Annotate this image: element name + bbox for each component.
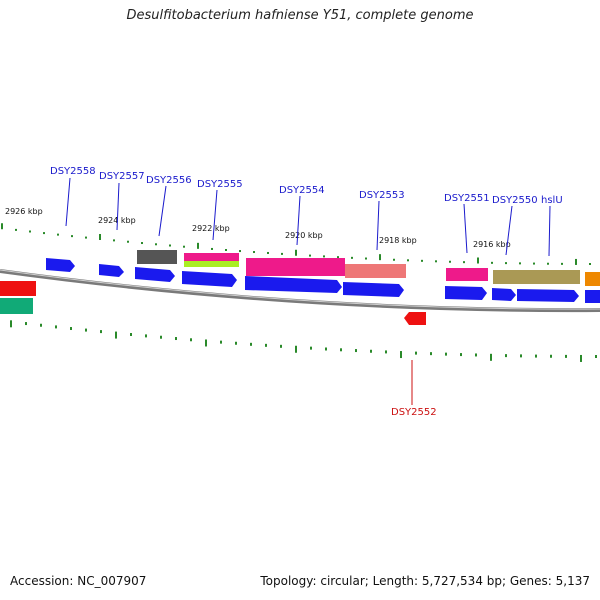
label-leader-line (548, 205, 551, 257)
gene-label-hslU[interactable]: hslU (541, 195, 563, 206)
scale-label: 2916 kbp (473, 240, 511, 249)
scale-label: 2918 kbp (379, 236, 417, 245)
feature-box (184, 261, 239, 267)
feature-box (585, 272, 600, 286)
scale-label: 2926 kbp (5, 207, 43, 216)
feature-box (137, 250, 177, 264)
feature-box (446, 268, 488, 281)
gene-label-DSY2558[interactable]: DSY2558 (50, 166, 96, 177)
label-leader-line (296, 195, 301, 246)
gene-label-DSY2555[interactable]: DSY2555 (197, 179, 243, 190)
label-leader-line (463, 203, 468, 254)
label-leader-line (116, 182, 120, 231)
gene-arrow-DSY2550[interactable] (492, 288, 516, 301)
label-leader-line (65, 177, 71, 227)
feature-box (0, 281, 36, 296)
genome-backbone (0, 269, 600, 313)
gene-label-DSY2552[interactable]: DSY2552 (391, 407, 437, 418)
gene-label-DSY2554[interactable]: DSY2554 (279, 185, 325, 196)
feature-box (345, 264, 406, 278)
genome-backbone-highlight (0, 269, 600, 310)
outer-tick-track (1, 223, 591, 265)
gene-arrow-hslU[interactable] (517, 289, 579, 302)
gene-arrow-partial (585, 290, 600, 303)
gene-label-DSY2550[interactable]: DSY2550 (492, 195, 538, 206)
gene-label-DSY2553[interactable]: DSY2553 (359, 190, 405, 201)
genome-title: Desulfitobacterium hafniense Y51, comple… (126, 8, 474, 23)
gene-arrow-DSY2554[interactable] (245, 276, 342, 293)
inner-tick-track (10, 320, 597, 362)
feature-box (246, 258, 345, 276)
gene-arrow-DSY2558[interactable] (46, 258, 75, 272)
scale-label: 2922 kbp (192, 224, 230, 233)
genome-summary-text: Topology: circular; Length: 5,727,534 bp… (260, 574, 590, 588)
label-leader-line (505, 205, 513, 256)
gene-arrow-DSY2552[interactable] (404, 312, 426, 325)
gene-arrow-DSY2553[interactable] (343, 282, 404, 297)
gene-label-DSY2556[interactable]: DSY2556 (146, 175, 192, 186)
gene-arrow-DSY2556[interactable] (135, 267, 175, 282)
gene-arrow-DSY2555[interactable] (182, 271, 237, 287)
scale-label: 2924 kbp (98, 216, 136, 225)
scale-label: 2920 kbp (285, 231, 323, 240)
label-leader-line (376, 200, 380, 251)
feature-box (184, 253, 239, 261)
feature-box (493, 270, 580, 284)
gene-arrow-DSY2551[interactable] (445, 286, 487, 300)
label-leader-line (212, 189, 218, 241)
feature-box (0, 298, 33, 314)
label-leader-line (158, 185, 167, 237)
gene-arrow-DSY2557[interactable] (99, 264, 124, 277)
accession-text: Accession: NC_007907 (10, 574, 147, 588)
gene-label-DSY2557[interactable]: DSY2557 (99, 171, 145, 182)
gene-label-DSY2551[interactable]: DSY2551 (444, 193, 490, 204)
